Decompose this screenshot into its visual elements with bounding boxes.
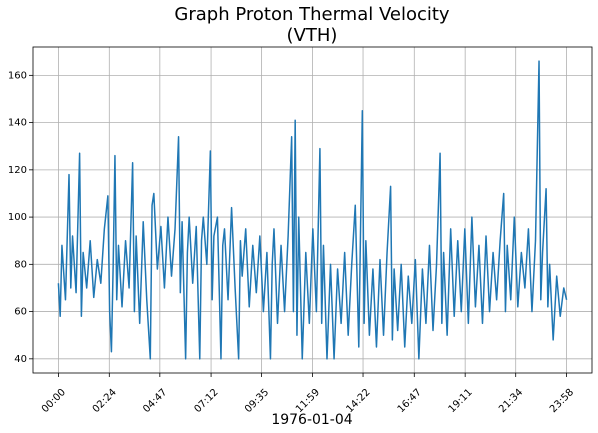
y-tick-label: 40 [14, 354, 27, 365]
plot-frame [32, 46, 593, 374]
data-line [57, 60, 568, 360]
chart-title: Graph Proton Thermal Velocity [174, 4, 449, 25]
y-tick-label: 120 [8, 165, 27, 176]
y-tick-label: 140 [8, 118, 27, 129]
y-tick-label: 60 [14, 307, 27, 318]
chart-title: (VTH) [287, 25, 338, 46]
y-tick-label: 160 [8, 70, 27, 81]
y-tick-label: 100 [8, 212, 27, 223]
x-axis-label: 1976-01-04 [271, 412, 352, 428]
y-tick-label: 80 [14, 259, 27, 270]
